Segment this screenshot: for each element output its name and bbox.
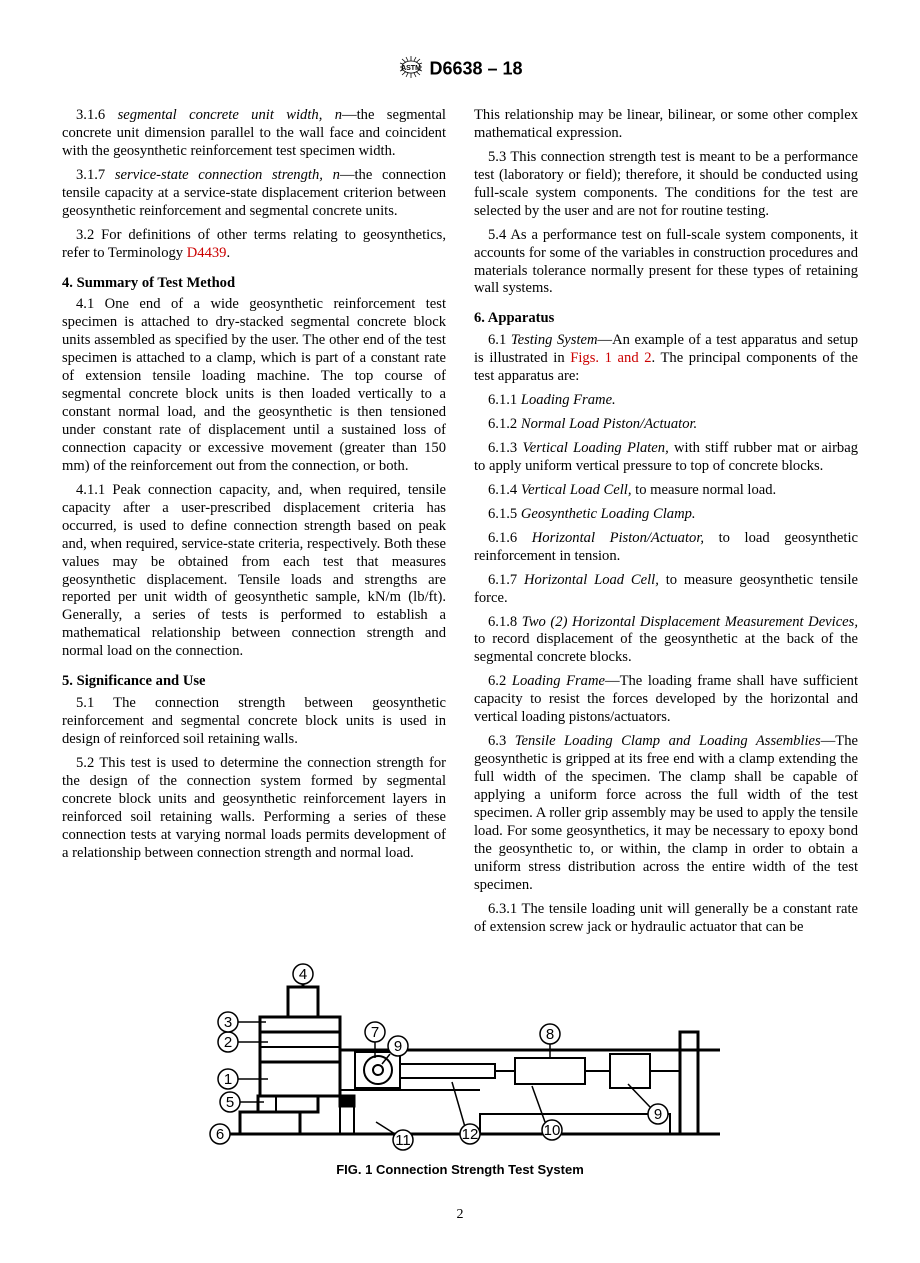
callout-9a: 9: [394, 1038, 402, 1055]
figure-1-caption: FIG. 1 Connection Strength Test System: [62, 1162, 858, 1177]
para-5-2-cont: This relationship may be linear, bilinea…: [474, 107, 858, 143]
callout-11: 11: [395, 1132, 411, 1149]
para-6-1-4: 6.1.4 Vertical Load Cell, to measure nor…: [474, 482, 858, 500]
callout-8: 8: [546, 1026, 554, 1043]
figure-1: 1 2 3 4 5 6 7 8 9 9 10 11 12 FIG. 1 Conn…: [62, 962, 858, 1177]
callout-12: 12: [462, 1126, 479, 1143]
para-5-4: 5.4 As a performance test on full-scale …: [474, 227, 858, 299]
para-6-3: 6.3 Tensile Loading Clamp and Loading As…: [474, 733, 858, 894]
para-6-2: 6.2 Loading Frame—The loading frame shal…: [474, 673, 858, 727]
callout-7: 7: [371, 1024, 379, 1041]
callout-1: 1: [224, 1071, 232, 1088]
link-figs-1-2[interactable]: Figs. 1 and 2: [570, 350, 651, 366]
para-5-3: 5.3 This connection strength test is mea…: [474, 149, 858, 221]
heading-section-6: 6. Apparatus: [474, 310, 858, 328]
para-6-1-6: 6.1.6 Horizontal Piston/Actuator, to loa…: [474, 530, 858, 566]
para-6-1-8: 6.1.8 Two (2) Horizontal Displacement Me…: [474, 614, 858, 668]
para-6-1-1: 6.1.1 Loading Frame.: [474, 392, 858, 410]
para-4-1-1: 4.1.1 Peak connection capacity, and, whe…: [62, 482, 446, 661]
para-6-1-5: 6.1.5 Geosynthetic Loading Clamp.: [474, 506, 858, 524]
callout-6: 6: [216, 1126, 224, 1143]
callout-10: 10: [544, 1122, 561, 1139]
astm-logo: ASTM: [397, 54, 425, 85]
heading-section-5: 5. Significance and Use: [62, 673, 446, 691]
para-4-1: 4.1 One end of a wide geosynthetic reinf…: [62, 296, 446, 475]
callout-2: 2: [224, 1034, 232, 1051]
para-6-1-7: 6.1.7 Horizontal Load Cell, to measure g…: [474, 572, 858, 608]
link-d4439[interactable]: D4439: [187, 245, 227, 261]
standard-number: D6638 – 18: [429, 58, 522, 78]
body-columns: 3.1.6 segmental concrete unit width, n—t…: [62, 107, 858, 942]
para-6-1-2: 6.1.2 Normal Load Piston/Actuator.: [474, 416, 858, 434]
para-6-1: 6.1 Testing System—An example of a test …: [474, 332, 858, 386]
para-6-3-1: 6.3.1 The tensile loading unit will gene…: [474, 901, 858, 937]
svg-text:ASTM: ASTM: [402, 65, 422, 72]
para-6-1-3: 6.1.3 Vertical Loading Platen, with stif…: [474, 440, 858, 476]
callout-4: 4: [299, 966, 307, 983]
para-5-1: 5.1 The connection strength between geos…: [62, 695, 446, 749]
callout-9b: 9: [654, 1106, 662, 1123]
para-3-1-7: 3.1.7 service-state connection strength,…: [62, 167, 446, 221]
heading-section-4: 4. Summary of Test Method: [62, 275, 446, 293]
page-number: 2: [62, 1207, 858, 1223]
para-3-1-6: 3.1.6 segmental concrete unit width, n—t…: [62, 107, 446, 161]
callout-3: 3: [224, 1014, 232, 1031]
page-header: ASTM D6638 – 18: [62, 54, 858, 85]
callout-5: 5: [226, 1094, 234, 1111]
para-5-2: 5.2 This test is used to determine the c…: [62, 755, 446, 863]
para-3-2: 3.2 For definitions of other terms relat…: [62, 227, 446, 263]
